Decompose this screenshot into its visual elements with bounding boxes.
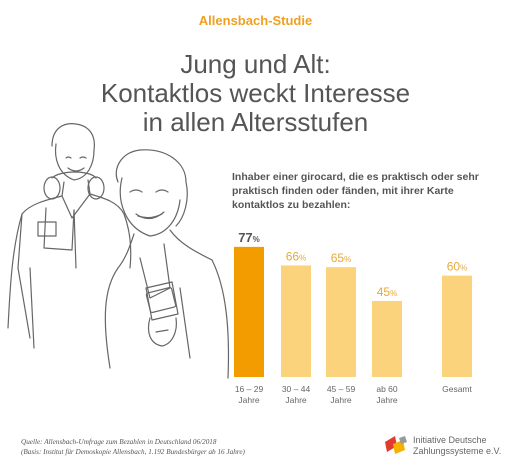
data-label-0: 77% <box>238 230 260 245</box>
bar-3 <box>372 300 402 377</box>
logo-line-2: Zahlungssysteme e.V. <box>413 446 502 456</box>
data-label-unit-4: % <box>460 264 467 273</box>
data-label-4: 60% <box>447 260 467 274</box>
logo-line-1: Initiative Deutsche <box>413 435 487 445</box>
category-label-0-1: Jahre <box>238 395 260 405</box>
data-label-unit-0: % <box>253 235 260 244</box>
data-label-value-1: 66 <box>286 249 300 263</box>
bar-2 <box>326 267 356 377</box>
title-line-1: Jung und Alt: <box>180 49 331 79</box>
initiative-logo-icon <box>385 436 407 454</box>
title-line-3: in allen Altersstufen <box>142 107 369 137</box>
source-line-1: Quelle: Allensbach-Umfrage zum Bezahlen … <box>21 438 217 446</box>
category-label-2-1: Jahre <box>330 395 352 405</box>
kicker-label: Allensbach-Studie <box>198 13 313 28</box>
initiative-logo-text: Initiative Deutsche Zahlungssysteme e.V. <box>413 435 501 457</box>
bar-1 <box>281 265 311 377</box>
chart-title: Inhaber einer girocard, die es praktisch… <box>232 171 479 211</box>
people-illustration <box>7 123 230 379</box>
source-note: Quelle: Allensbach-Umfrage zum Bezahlen … <box>21 437 245 457</box>
bar-0 <box>234 246 264 377</box>
category-label-2-0: 45 – 59 <box>327 384 356 394</box>
page-title: Jung und Alt: Kontaktlos weckt Interesse… <box>0 50 511 137</box>
data-label-value-2: 65 <box>331 251 345 265</box>
data-label-unit-2: % <box>344 255 351 264</box>
category-label-3-1: Jahre <box>376 395 398 405</box>
category-label-1-1: Jahre <box>285 395 307 405</box>
title-line-2: Kontaktlos weckt Interesse <box>100 78 411 108</box>
data-label-unit-1: % <box>299 253 306 262</box>
bar-4 <box>442 275 472 377</box>
data-label-value-0: 77 <box>238 230 252 245</box>
data-label-unit-3: % <box>390 289 397 298</box>
data-label-2: 65% <box>331 251 351 265</box>
category-label-3-0: ab 60 <box>376 384 398 394</box>
source-line-2: (Basis: Institut für Demoskopie Allensba… <box>21 448 245 456</box>
category-label-1-0: 30 – 44 <box>282 384 311 394</box>
data-label-value-4: 60 <box>447 260 461 274</box>
data-label-1: 66% <box>286 249 306 263</box>
category-label-4-0: Gesamt <box>442 384 472 394</box>
category-label-0-0: 16 – 29 <box>235 384 264 394</box>
data-label-3: 45% <box>377 285 397 299</box>
data-label-value-3: 45 <box>377 285 391 299</box>
